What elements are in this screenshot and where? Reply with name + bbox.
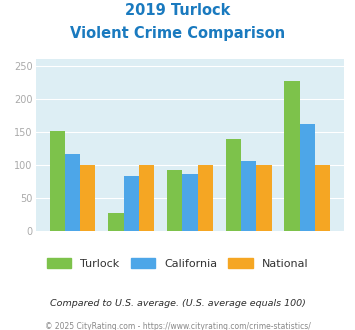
Bar [315, 165, 330, 231]
Bar [182, 174, 198, 231]
Bar [108, 213, 124, 231]
Text: 2019 Turlock: 2019 Turlock [125, 3, 230, 18]
Bar [226, 139, 241, 231]
Bar [50, 131, 65, 231]
Bar [284, 81, 300, 231]
Bar [124, 176, 139, 231]
Bar [241, 161, 256, 231]
Bar [167, 170, 182, 231]
Text: © 2025 CityRating.com - https://www.cityrating.com/crime-statistics/: © 2025 CityRating.com - https://www.city… [45, 322, 310, 330]
Bar [300, 124, 315, 231]
Legend: Turlock, California, National: Turlock, California, National [43, 253, 312, 273]
Bar [80, 165, 95, 231]
Bar [65, 154, 80, 231]
Bar [198, 165, 213, 231]
Text: Violent Crime Comparison: Violent Crime Comparison [70, 26, 285, 41]
Bar [139, 165, 154, 231]
Bar [256, 165, 272, 231]
Text: Compared to U.S. average. (U.S. average equals 100): Compared to U.S. average. (U.S. average … [50, 299, 305, 308]
